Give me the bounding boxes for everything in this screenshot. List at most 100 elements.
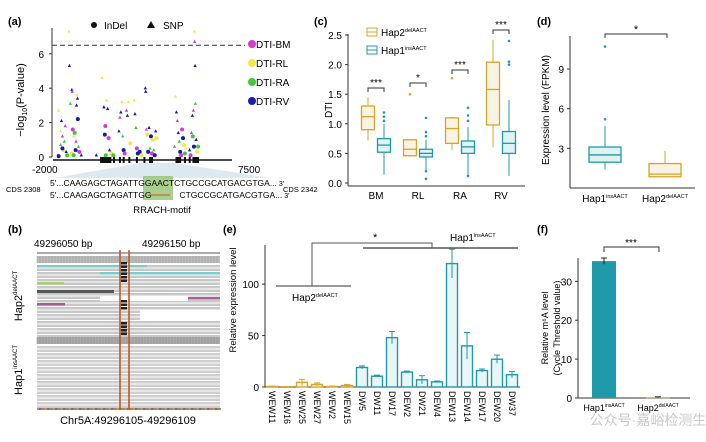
- f-x-tick-label-hap1: Hap1insAACT: [583, 403, 624, 413]
- igv-reference-base: [109, 408, 111, 410]
- igv-reference-base: [129, 408, 131, 410]
- igv-reference-base: [187, 408, 189, 410]
- igv-deletion-mark: [121, 269, 127, 272]
- d-x-tick-label-hap2: Hap2delAACT: [642, 194, 689, 205]
- a-point-snp: [147, 125, 151, 129]
- a-legend-label-ra: DTI-RA: [256, 78, 290, 89]
- snp-legend-icon: [147, 21, 155, 28]
- gene-exon: [183, 157, 186, 163]
- d-x-tick-label-hap1: Hap1insAACT: [582, 194, 628, 205]
- a-point-snp: [72, 134, 76, 138]
- c-hap1-RL-outlier: [424, 116, 428, 120]
- igv-reference-base: [95, 408, 97, 410]
- igv-reference-base: [101, 408, 103, 410]
- a-point-indel: [137, 149, 142, 154]
- d-y-tick-label: 6: [558, 105, 564, 116]
- igv-reference-base: [139, 408, 141, 410]
- a-point-snp: [94, 153, 99, 157]
- a-point-indel: [154, 136, 159, 141]
- a-point-snp: [144, 89, 148, 93]
- igv-reference-base: [175, 408, 177, 410]
- a-legend-label-rl: DTI-RL: [256, 59, 289, 70]
- igv-reference-base: [89, 408, 91, 410]
- e-y-tick-label: 50: [248, 332, 260, 343]
- c-hap2-RV-box: [485, 61, 501, 126]
- igv-locus-label: Chr5A:49296105-49296109: [60, 415, 196, 427]
- a-point-snp: [120, 99, 124, 104]
- rrach-motif-label: RRACH-motif: [133, 205, 191, 216]
- watermark-text: 公众号·嘉峪检测生物: [590, 412, 706, 428]
- igv-reference-base: [39, 408, 41, 410]
- e-bar-DW17: [385, 336, 399, 388]
- e-x-tick-label: DW11: [372, 391, 382, 415]
- igv-reference-base: [217, 408, 219, 410]
- igv-reference-base: [87, 408, 89, 410]
- igv-read-colored: [37, 282, 64, 285]
- e-bar-DEW20: [490, 358, 504, 388]
- e-x-tick-label: WEW15: [342, 391, 352, 424]
- igv-reference-base: [201, 408, 203, 410]
- c-hap1-RL-outlier: [424, 169, 428, 173]
- igv-reference-base: [197, 408, 199, 410]
- c-significance-label: ***: [454, 60, 466, 71]
- gene-exon: [150, 157, 153, 163]
- a-point-snp: [102, 105, 106, 109]
- igv-track-hap1-label: Hap1insAACT: [13, 345, 25, 395]
- a-point-snp: [67, 29, 71, 33]
- a-x-tick-right: 7500: [238, 165, 261, 176]
- a-point-snp: [126, 99, 131, 104]
- igv-deletion-mark: [121, 332, 127, 335]
- a-point-snp: [105, 98, 109, 102]
- a-point-indel: [146, 149, 151, 154]
- a-point-indel: [122, 151, 127, 156]
- igv-reference-base: [41, 408, 43, 410]
- gene-exon: [149, 157, 152, 163]
- a-point-indel: [128, 141, 133, 146]
- a-point-indel: [181, 136, 186, 141]
- a-point-snp: [75, 93, 79, 97]
- a-point-snp: [100, 75, 104, 80]
- a-point-indel: [73, 148, 78, 153]
- e-y-tick-label: 100: [242, 280, 259, 291]
- c-hap1-RL-outlier: [424, 134, 428, 138]
- igv-ruler-left: 49296050 bp: [34, 239, 93, 250]
- a-point-snp: [184, 146, 188, 150]
- a-point-snp: [119, 110, 123, 114]
- igv-gap: [100, 296, 188, 301]
- f-y-tick-label: 0: [566, 394, 572, 405]
- snp-legend-label: SNP: [163, 21, 184, 32]
- a-y-axis-label: −log10(P-value): [15, 63, 29, 137]
- zoom-wedge: [55, 163, 270, 178]
- igv-reference-base: [165, 408, 167, 410]
- a-legend-dot-bm: [248, 40, 256, 48]
- igv-reference-base: [91, 408, 93, 410]
- igv-reference-base: [67, 408, 69, 410]
- rrach-motif-highlight: [143, 176, 173, 200]
- igv-deletion-mark: [121, 272, 127, 275]
- igv-reference-base: [77, 408, 79, 410]
- c-y-tick-label: 0.5: [328, 149, 342, 160]
- a-point-snp: [75, 96, 80, 100]
- d-y-axis-label: Expression level (FPKM): [541, 55, 552, 165]
- igv-reference-base: [45, 408, 47, 410]
- a-point-snp: [177, 139, 181, 143]
- igv-reference-base: [75, 408, 77, 410]
- cds-right-label: CDS 2342: [283, 185, 318, 194]
- igv-reference-base: [155, 408, 157, 410]
- a-point-indel: [103, 124, 108, 129]
- gene-exon: [192, 157, 200, 163]
- c-x-tick-label: RA: [453, 191, 467, 202]
- a-x-tick-left: -2000: [32, 165, 58, 176]
- a-point-snp: [117, 129, 121, 133]
- igv-track-hap2-label: Hap2delAACT: [13, 271, 25, 322]
- a-point-snp: [153, 129, 158, 133]
- a-point-snp: [148, 146, 152, 150]
- igv-reference-base: [159, 408, 161, 410]
- f-y-tick-label: 20: [561, 316, 573, 327]
- igv-reference-base: [53, 408, 55, 410]
- a-point-indel: [121, 148, 126, 153]
- c-hap2-RA-box: [444, 117, 460, 144]
- a-point-snp: [107, 148, 112, 152]
- igv-reference-base: [211, 408, 213, 410]
- igv-deletion-mark: [121, 329, 127, 332]
